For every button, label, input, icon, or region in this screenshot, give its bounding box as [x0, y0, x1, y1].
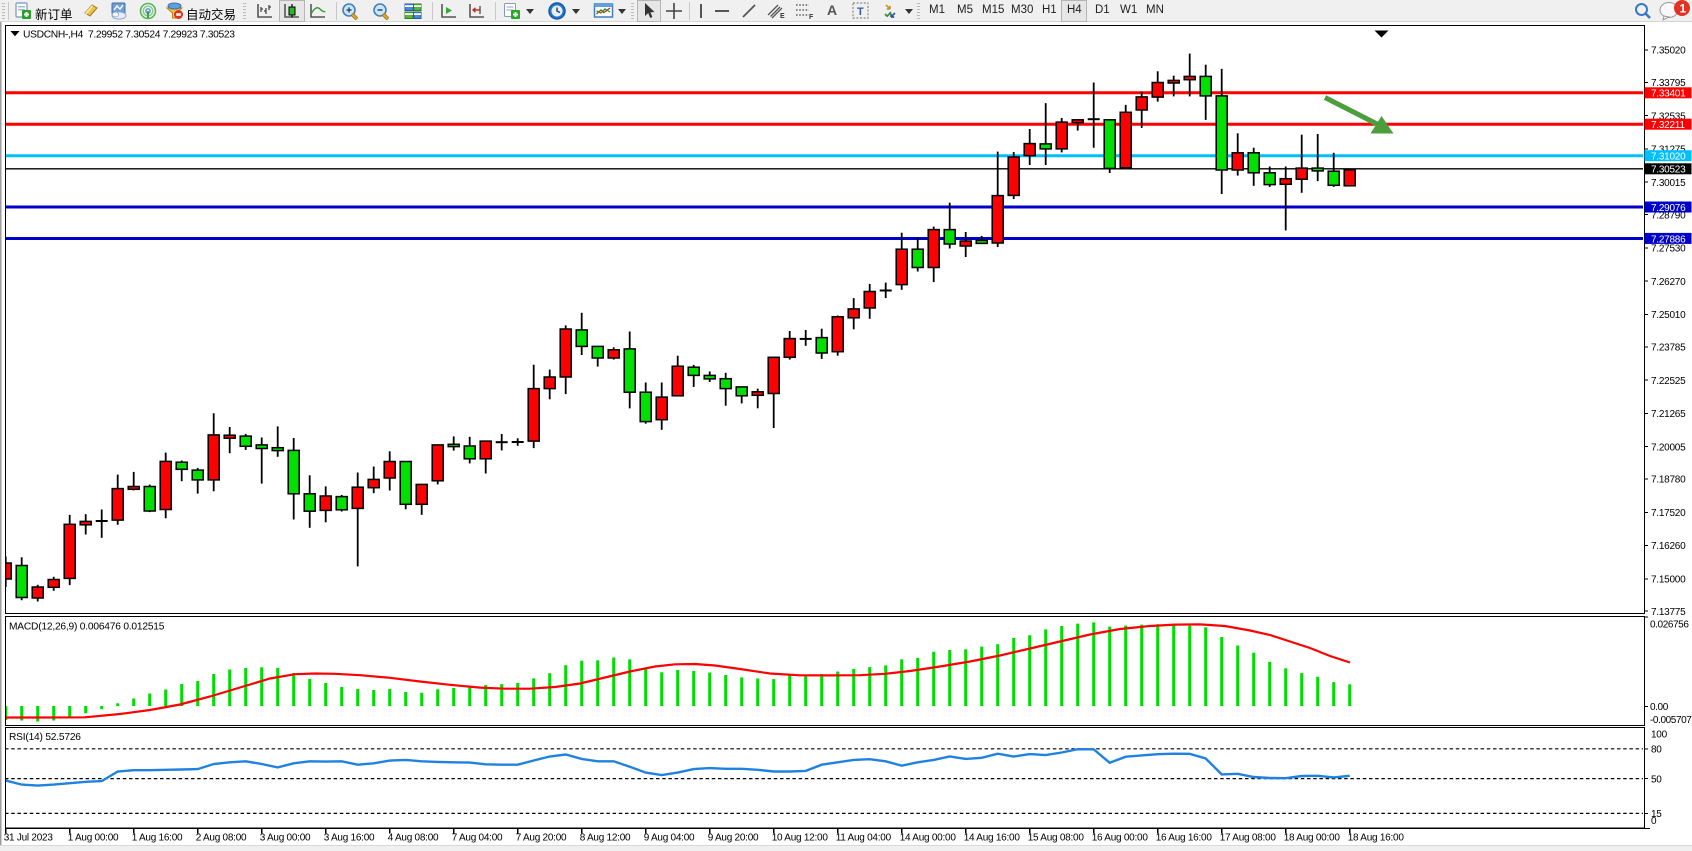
svg-text:7.13775: 7.13775: [1651, 607, 1686, 618]
svg-text:16 Aug 00:00: 16 Aug 00:00: [1092, 833, 1149, 844]
svg-text:F: F: [809, 14, 814, 20]
svg-text:7.18780: 7.18780: [1651, 475, 1686, 486]
svg-text:10 Aug 12:00: 10 Aug 12:00: [772, 833, 829, 844]
svg-text:18 Aug 00:00: 18 Aug 00:00: [1284, 833, 1341, 844]
svg-text:0.026756: 0.026756: [1650, 620, 1689, 631]
svg-text:7.22525: 7.22525: [1651, 376, 1686, 387]
svg-text:9 Aug 20:00: 9 Aug 20:00: [708, 833, 759, 844]
svg-text:7 Aug 04:00: 7 Aug 04:00: [452, 833, 503, 844]
svg-text:100: 100: [1651, 730, 1668, 741]
svg-text:7.31275: 7.31275: [1651, 145, 1686, 156]
svg-text:7.32211: 7.32211: [1651, 120, 1685, 131]
svg-text:2 Aug 08:00: 2 Aug 08:00: [196, 833, 247, 844]
svg-text:7.21265: 7.21265: [1651, 409, 1686, 420]
svg-text:T: T: [857, 6, 864, 18]
svg-text:3 Aug 00:00: 3 Aug 00:00: [260, 833, 311, 844]
svg-text:14 Aug 16:00: 14 Aug 16:00: [964, 833, 1021, 844]
svg-text:0: 0: [1651, 816, 1657, 827]
svg-text:7.27530: 7.27530: [1651, 244, 1686, 255]
svg-text:7.26270: 7.26270: [1651, 277, 1686, 288]
svg-text:7.33795: 7.33795: [1651, 78, 1686, 89]
svg-text:7.30523: 7.30523: [1651, 165, 1686, 176]
svg-text:7.25010: 7.25010: [1651, 310, 1686, 321]
svg-text:7.32535: 7.32535: [1651, 111, 1686, 122]
svg-text:7.17520: 7.17520: [1651, 508, 1686, 519]
svg-text:18 Aug 16:00: 18 Aug 16:00: [1348, 833, 1405, 844]
svg-text:-0.005707: -0.005707: [1650, 715, 1692, 726]
svg-text:1: 1: [1680, 2, 1687, 16]
svg-text:1 Aug 16:00: 1 Aug 16:00: [132, 833, 183, 844]
svg-text:7.15000: 7.15000: [1651, 575, 1686, 586]
svg-text:0.00: 0.00: [1650, 702, 1669, 713]
svg-text:15 Aug 08:00: 15 Aug 08:00: [1028, 833, 1085, 844]
svg-text:80: 80: [1651, 745, 1662, 756]
svg-text:7.20005: 7.20005: [1651, 442, 1686, 453]
svg-text:7.27886: 7.27886: [1651, 234, 1686, 245]
svg-text:7.31020: 7.31020: [1651, 152, 1686, 163]
svg-text:USDCNH-,H4 7.29952 7.30524 7.: USDCNH-,H4 7.29952 7.30524 7.29923 7.305…: [23, 29, 235, 40]
svg-text:7.23785: 7.23785: [1651, 343, 1686, 354]
svg-text:7.29076: 7.29076: [1651, 203, 1686, 214]
svg-text:50: 50: [1651, 774, 1662, 785]
svg-text:E: E: [780, 13, 785, 20]
svg-text:7.16260: 7.16260: [1651, 541, 1686, 552]
svg-text:3 Aug 16:00: 3 Aug 16:00: [324, 833, 375, 844]
svg-text:MACD(12,26,9) 0.006476 0.01251: MACD(12,26,9) 0.006476 0.012515: [9, 622, 165, 633]
svg-text:7.33401: 7.33401: [1651, 89, 1686, 100]
svg-text:7.30015: 7.30015: [1651, 178, 1686, 189]
svg-text:7.35020: 7.35020: [1651, 46, 1686, 57]
svg-text:9 Aug 04:00: 9 Aug 04:00: [644, 833, 695, 844]
svg-text:14 Aug 00:00: 14 Aug 00:00: [900, 833, 957, 844]
svg-text:7.28790: 7.28790: [1651, 210, 1686, 221]
svg-text:8 Aug 12:00: 8 Aug 12:00: [580, 833, 631, 844]
svg-text:1 Aug 00:00: 1 Aug 00:00: [68, 833, 119, 844]
svg-text:31 Jul 2023: 31 Jul 2023: [4, 833, 54, 844]
svg-text:16 Aug 16:00: 16 Aug 16:00: [1156, 833, 1213, 844]
svg-text:RSI(14) 52.5726: RSI(14) 52.5726: [9, 732, 81, 743]
svg-text:11 Aug 04:00: 11 Aug 04:00: [836, 833, 892, 844]
svg-text:15: 15: [1651, 809, 1662, 820]
svg-text:17 Aug 08:00: 17 Aug 08:00: [1220, 833, 1277, 844]
svg-text:4 Aug 08:00: 4 Aug 08:00: [388, 833, 439, 844]
svg-text:7 Aug 20:00: 7 Aug 20:00: [516, 833, 567, 844]
